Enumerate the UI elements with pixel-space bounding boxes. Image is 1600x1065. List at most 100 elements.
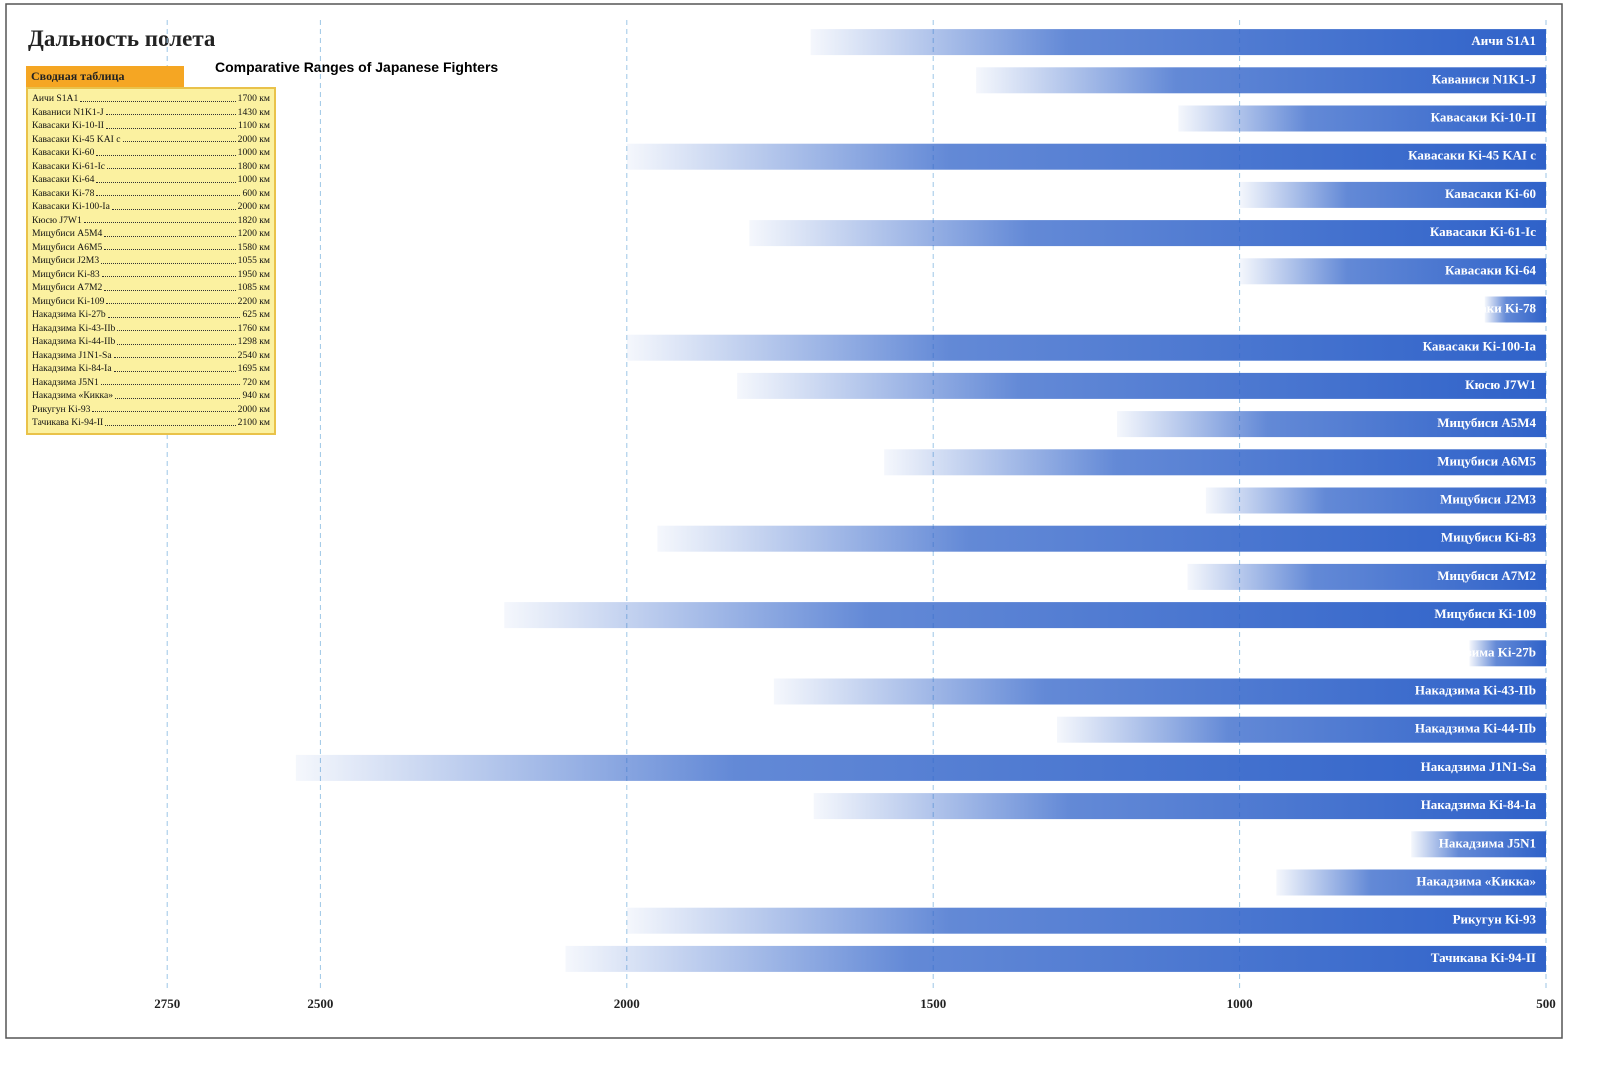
bar-label: Тачикава Ki-94-II — [1431, 950, 1536, 965]
table-name: Накадзима J5N1 — [32, 376, 99, 388]
table-row: Накадзима J1N1-Sa 2540 км — [32, 349, 270, 363]
table-row: Накадзима J5N1 720 км — [32, 376, 270, 390]
table-row: Аичи S1A1 1700 км — [32, 92, 270, 106]
bar-label: Кавасаки Ki-10-II — [1431, 109, 1536, 124]
x-tick-label: 1500 — [920, 996, 946, 1011]
bar — [884, 449, 1546, 476]
table-row: Кавасаки Ki-10-II 1100 км — [32, 119, 270, 133]
table-range: 1820 км — [237, 214, 270, 226]
table-row: Рикугун Ki-93 2000 км — [32, 403, 270, 417]
table-range: 2000 км — [237, 403, 270, 415]
bar-label: Накадзима «Кикка» — [1416, 873, 1536, 888]
bar-label: Кавасаки Ki-61-Ic — [1430, 224, 1536, 239]
dot-leader — [104, 281, 236, 291]
bar-label: Накадзима Ki-44-IIb — [1415, 721, 1536, 736]
bar-label: Кавасаки Ki-100-Ia — [1423, 339, 1537, 354]
bar — [626, 907, 1546, 934]
bar — [626, 334, 1546, 361]
table-name: Мицубиси Ki-83 — [32, 268, 100, 280]
bar — [565, 945, 1546, 972]
table-row: Мицубиси A6M5 1580 км — [32, 241, 270, 255]
bar-label: Кавасаки Ki-60 — [1445, 186, 1536, 201]
table-name: Кавасаки Ki-61-Ic — [32, 160, 106, 172]
x-tick-label: 2000 — [614, 996, 640, 1011]
table-range: 1298 км — [237, 336, 270, 347]
table-range: 1085 км — [237, 282, 270, 293]
bar — [1187, 563, 1546, 590]
table-range: 2000 км — [237, 201, 270, 212]
dot-leader — [96, 173, 236, 183]
table-body: Аичи S1A1 1700 км Каваниси N1K1-J 1430 км Ка… — [26, 87, 276, 435]
dot-leader — [83, 214, 236, 223]
table-row: Мицубиси A7M2 1085 км — [32, 281, 270, 295]
table-name: Кавасаки Ki-60 — [32, 147, 95, 158]
table-row: Каваниси N1K1-J 1430 км — [32, 106, 270, 120]
table-row: Накадзима Ki-43-IIb 1760 км — [32, 322, 270, 336]
table-range: 1800 км — [237, 160, 270, 172]
table-row: Кавасаки Ki-45 KAI c 2000 км — [32, 133, 270, 147]
table-name: Кавасаки Ki-64 — [32, 174, 95, 185]
table-name: Накадзима «Кикка» — [32, 390, 114, 401]
x-tick-label: 500 — [1536, 996, 1556, 1011]
table-row: Мицубиси J2M3 1055 км — [32, 254, 270, 268]
table-row: Тачикава Ki-94-II 2100 км — [32, 416, 270, 430]
bar — [976, 67, 1546, 94]
chart-subtitle: Comparative Ranges of Japanese Fighters — [215, 59, 498, 75]
bar-label: Мицубиси J2M3 — [1440, 491, 1536, 506]
bar-label: Мицубиси A7M2 — [1437, 568, 1536, 583]
dot-leader — [92, 403, 236, 412]
bar-label: Накадзима J5N1 — [1439, 835, 1536, 850]
bar — [1239, 258, 1546, 285]
table-row: Накадзима Ki-44-IIb 1298 км — [32, 335, 270, 349]
table-row: Мицубиси Ki-109 2200 км — [32, 295, 270, 309]
table-row: Мицубиси Ki-83 1950 км — [32, 268, 270, 282]
table-name: Мицубиси Ki-109 — [32, 295, 105, 307]
table-range: 1100 км — [238, 120, 270, 131]
bar-label: Накадзима Ki-43-IIb — [1415, 682, 1536, 697]
table-range: 1580 км — [237, 241, 270, 253]
dot-leader — [100, 376, 241, 385]
frame — [5, 3, 1563, 1039]
bar — [749, 220, 1546, 247]
bar-label: Кавасаки Ki-45 KAI c — [1408, 148, 1536, 163]
bar — [1178, 105, 1546, 132]
bar — [1276, 869, 1546, 896]
bar — [657, 525, 1546, 552]
table-range: 625 км — [242, 309, 270, 320]
bar-label: Мицубиси Ki-109 — [1434, 606, 1536, 621]
dot-leader — [113, 362, 236, 372]
table-range: 720 км — [242, 376, 270, 388]
bar — [773, 678, 1546, 705]
bar — [1469, 640, 1546, 667]
bar-label: Мицубиси A6M5 — [1437, 453, 1536, 468]
table-row: Кавасаки Ki-78 600 км — [32, 187, 270, 201]
table-range: 1000 км — [237, 174, 270, 185]
table-row: Кюсю J7W1 1820 км — [32, 214, 270, 228]
bar-label: Накадзима Ki-27b — [1429, 644, 1536, 659]
bar — [1484, 296, 1546, 323]
table-row: Кавасаки Ki-64 1000 км — [32, 173, 270, 187]
table-range: 2540 км — [237, 349, 270, 361]
table-range: 1700 км — [237, 93, 270, 104]
bar-label: Аичи S1A1 — [1471, 33, 1536, 48]
table-range: 2000 км — [237, 133, 270, 145]
dot-leader — [96, 187, 241, 196]
table-row: Мицубиси A5M4 1200 км — [32, 227, 270, 241]
dot-leader — [104, 227, 236, 237]
bar-label: Каваниси N1K1-J — [1432, 71, 1537, 86]
bar-label: Мицубиси Ki-83 — [1441, 530, 1537, 545]
table-name: Мицубиси A5M4 — [32, 228, 103, 239]
dot-leader — [113, 349, 236, 358]
dot-leader — [107, 160, 236, 169]
summary-table: Сводная таблица Аичи S1A1 1700 км Каваниси… — [26, 66, 276, 435]
table-name: Каваниси N1K1-J — [32, 106, 104, 118]
table-range: 1950 км — [237, 268, 270, 280]
table-name: Накадзима Ki-43-IIb — [32, 322, 116, 334]
bar — [626, 143, 1546, 170]
table-name: Накадзима Ki-27b — [32, 309, 106, 320]
bar — [1056, 716, 1546, 743]
table-name: Кавасаки Ki-45 KAI c — [32, 133, 121, 145]
bar — [813, 793, 1546, 820]
